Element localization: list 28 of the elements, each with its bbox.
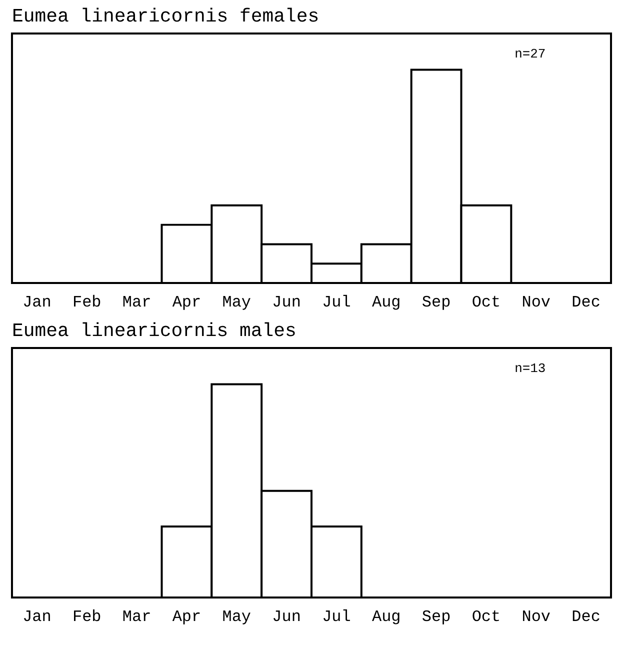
x-tick-label: Apr [172, 294, 202, 312]
x-tick-label: Aug [372, 608, 401, 626]
x-tick-label: Sep [422, 608, 451, 626]
x-tick-label: Dec [572, 608, 600, 626]
x-tick-label: Jun [272, 294, 301, 312]
chart-title: Eumea linearicornis females [12, 5, 320, 28]
x-tick-label: Mar [122, 294, 152, 312]
x-tick-label: Jul [322, 294, 351, 312]
text: n=27 [514, 46, 546, 62]
x-tick-label: May [222, 608, 252, 626]
x-tick-label: Nov [522, 294, 551, 312]
x-tick-label: Jan [22, 294, 52, 312]
x-tick-label: Sep [422, 294, 451, 312]
chart-title: Eumea linearicornis males [12, 320, 296, 342]
x-tick-label: Aug [372, 294, 401, 312]
x-tick-label: Jan [22, 608, 52, 626]
x-tick-label: Feb [72, 294, 102, 312]
text: n=13 [514, 360, 546, 376]
x-tick-label: Dec [572, 294, 600, 312]
x-tick-label: Jun [272, 608, 301, 626]
x-tick-label: Oct [472, 608, 501, 626]
x-tick-label: Jul [322, 608, 351, 626]
x-tick-label: Mar [122, 608, 152, 626]
x-tick-label: May [222, 294, 252, 312]
x-tick-label: Apr [172, 608, 202, 626]
x-tick-label: Feb [72, 608, 102, 626]
x-tick-label: Oct [472, 294, 501, 312]
x-tick-label: Nov [522, 608, 551, 626]
